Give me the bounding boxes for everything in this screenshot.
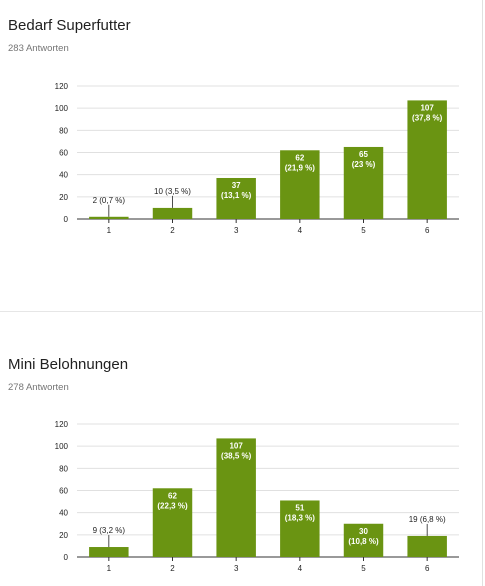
card-divider (0, 311, 483, 312)
data-label: 62 (168, 491, 177, 500)
x-tick-label: 6 (425, 226, 430, 235)
y-tick-label: 100 (55, 442, 69, 451)
x-tick-label: 3 (234, 564, 239, 573)
y-tick-label: 40 (59, 171, 68, 180)
data-label: 37 (232, 181, 241, 190)
data-label: 65 (359, 150, 368, 159)
y-tick-label: 20 (59, 193, 68, 202)
x-tick-label: 3 (234, 226, 239, 235)
bar (280, 500, 320, 557)
data-label: (18,3 %) (285, 513, 316, 522)
y-tick-label: 40 (59, 509, 68, 518)
chart-title: Bedarf Superfutter (8, 17, 131, 34)
data-label: (10,8 %) (348, 537, 379, 546)
data-label: (13,1 %) (221, 191, 252, 200)
y-tick-label: 120 (55, 420, 69, 429)
x-tick-label: 1 (107, 226, 112, 235)
bar (280, 150, 320, 219)
data-label: 62 (295, 153, 304, 162)
bar (89, 216, 129, 219)
data-label: (38,5 %) (221, 451, 252, 460)
bar (89, 547, 129, 557)
y-tick-label: 80 (59, 464, 68, 473)
data-label: 9 (3,2 %) (93, 526, 126, 535)
chart-card-mini-belohnungen: Mini Belohnungen 278 Antworten 0 20 40 60 80… (0, 312, 483, 586)
y-tick-label: 60 (59, 487, 68, 496)
y-tick-label: 120 (55, 82, 69, 91)
y-tick-label: 100 (55, 104, 69, 113)
x-tick-label: 5 (361, 564, 366, 573)
chart-title: Mini Belohnungen (8, 356, 129, 373)
data-label: (21,9 %) (285, 163, 316, 172)
response-count: 278 Antworten (8, 382, 69, 393)
bar (216, 438, 256, 557)
bar-chart-mini-belohnungen: 0 20 40 60 80 100 120 1 9 (3,2 %) 2 62(22,3 %) 3 107… (55, 420, 459, 573)
bar (216, 177, 256, 219)
x-tick-label: 6 (425, 564, 430, 573)
data-label: 2 (0,7 %) (93, 196, 126, 205)
data-label: 19 (6,8 %) (409, 515, 446, 524)
bar (407, 535, 447, 557)
response-count: 283 Antworten (8, 43, 69, 54)
y-tick-label: 60 (59, 149, 68, 158)
chart-card-superfutter: Bedarf Superfutter 283 Antworten 0 20 40 60… (8, 0, 483, 312)
y-tick-label: 20 (59, 531, 68, 540)
data-label: 51 (295, 503, 304, 512)
data-label: (23 %) (352, 160, 376, 169)
y-tick-label: 80 (59, 126, 68, 135)
y-tick-label: 0 (64, 215, 69, 224)
data-label: (22,3 %) (157, 501, 188, 510)
bar (343, 523, 384, 557)
x-tick-label: 1 (107, 564, 112, 573)
x-tick-label: 2 (170, 564, 175, 573)
bar (343, 146, 384, 219)
data-label: 30 (359, 527, 368, 536)
x-tick-label: 2 (170, 226, 175, 235)
data-label: 107 (420, 103, 434, 112)
data-label: 10 (3,5 %) (154, 187, 191, 196)
x-tick-label: 5 (361, 226, 366, 235)
data-label: (37,8 %) (412, 113, 443, 122)
x-tick-label: 4 (298, 226, 303, 235)
bar (407, 100, 447, 219)
x-tick-label: 4 (298, 564, 303, 573)
y-tick-label: 0 (64, 553, 69, 562)
bar (152, 488, 193, 557)
bar (152, 207, 193, 219)
data-label: 107 (229, 441, 243, 450)
